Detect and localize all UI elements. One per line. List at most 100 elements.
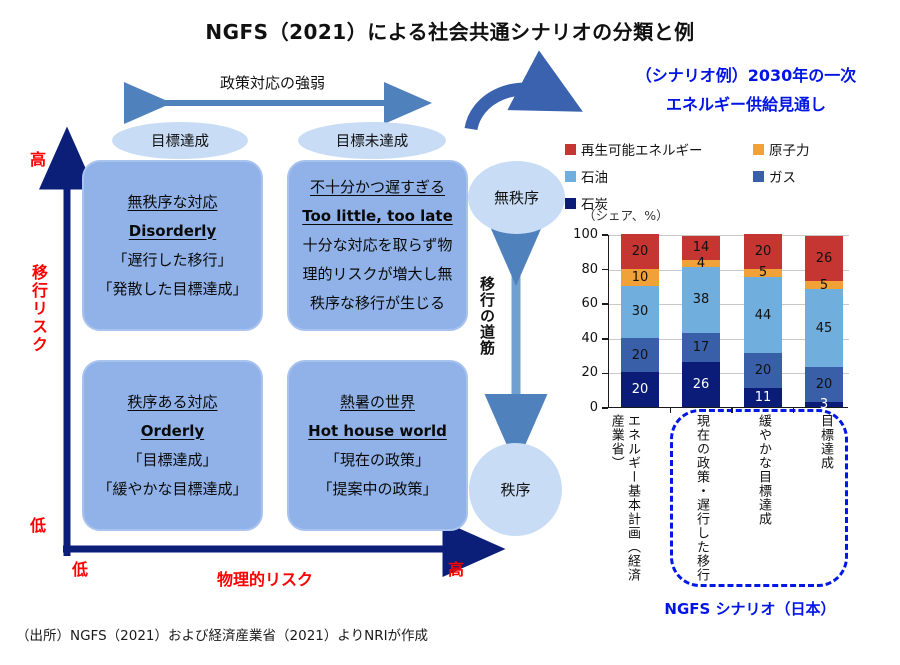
goal-achieved-ellipse: 目標達成	[112, 122, 248, 159]
chart-unit-label: （シェア、%）	[583, 208, 669, 223]
stacked-bar-plot: 20 20 30 10 20 26 17 38 4 14 11 20 44 5 20 3 20 45 5 26	[608, 234, 849, 411]
bar-segment: 44	[744, 277, 782, 354]
policy-axis-label: 政策対応の強弱	[219, 74, 325, 92]
bar-segment: 38	[682, 266, 720, 333]
quadrant-title-en: Too little, too late	[302, 207, 453, 225]
quadrant-line: 理的リスクが増大し無	[302, 265, 453, 283]
bar-segment-value: 20	[754, 363, 772, 379]
legend-label: 石炭	[581, 197, 608, 213]
quadrant-line: 「目標達成」	[127, 450, 218, 469]
quadrant-title-ja: 不十分かつ遅すぎる	[309, 178, 445, 196]
quadrant-line: 「発散した目標達成」	[97, 279, 248, 298]
transition-path-label: 移行の道筋	[478, 276, 496, 356]
scenario-chart-title-line1: （シナリオ例）2030年の一次	[635, 66, 857, 85]
bar-segment-value: 3	[819, 396, 829, 412]
bar-segment: 20	[744, 353, 782, 388]
scenario-chart-title-line2: エネルギー供給見通し	[665, 95, 826, 114]
bar-segment: 10	[621, 268, 659, 286]
bar-segment-value: 14	[692, 240, 710, 256]
y-tick-label: 20	[581, 365, 598, 381]
legend-label: 再生可能エネルギー	[581, 143, 703, 159]
quadrant-hot-house-world: 熱暑の世界 Hot house world 「現在の政策」 「提案中の政策」	[287, 360, 468, 531]
bar-segment-value: 30	[631, 304, 649, 320]
bar-segment-value: 10	[631, 269, 649, 285]
category-label: エネルギー基本計画（経済産業省）	[608, 414, 640, 582]
goal-not-achieved-ellipse: 目標未達成	[298, 122, 446, 159]
category-label: 現在の政策・遅行した移行	[694, 414, 709, 582]
bar-segment: 20	[744, 234, 782, 269]
bar-segment: 30	[621, 285, 659, 338]
gridline	[609, 269, 849, 271]
quadrant-title-en: Orderly	[140, 421, 205, 440]
y-tick-mark	[602, 268, 608, 271]
bar-segment: 17	[682, 332, 720, 363]
legend-item: 石炭	[565, 193, 753, 213]
bar-segment: 26	[682, 362, 720, 407]
y-tick-mark	[602, 338, 608, 340]
physical-risk-low-label: 低	[72, 560, 89, 579]
bar-segment-value: 20	[815, 377, 833, 393]
legend-label: 石油	[581, 170, 608, 186]
quadrant-line: 秩序な移行が生じる	[309, 294, 445, 312]
bar-segment-value: 20	[631, 347, 649, 363]
bar-segment: 26	[805, 235, 843, 281]
bar-segment-value: 4	[696, 255, 706, 271]
bar-segment-value: 5	[758, 265, 768, 281]
chart-legend: 再生可能エネルギー 原子力石油 ガス石炭	[565, 139, 845, 213]
quadrant-title-en: Hot house world	[308, 421, 447, 440]
legend-label: 原子力	[769, 143, 810, 159]
bar-segment: 20	[621, 372, 659, 407]
legend-item: ガス	[753, 166, 845, 186]
bar-segment: 45	[805, 289, 843, 368]
bar-segment: 3	[805, 398, 843, 411]
quadrant-orderly: 秩序ある対応 Orderly 「目標達成」 「緩やかな目標達成」	[82, 360, 263, 531]
bar-segment: 20	[621, 337, 659, 373]
bar-segment: 20	[621, 234, 659, 269]
source-note: （出所）NGFS（2021）および経済産業省（2021）よりNRIが作成	[16, 628, 429, 644]
quadrant-line: 「現在の政策」	[324, 450, 430, 469]
y-tick-mark	[602, 234, 608, 236]
bar-segment-value: 44	[754, 307, 772, 323]
gridline	[609, 338, 849, 340]
bar-segment-value: 11	[754, 389, 772, 405]
legend-swatch	[753, 170, 764, 182]
gridline	[609, 304, 849, 306]
quadrant-line: 「提案中の政策」	[317, 479, 438, 498]
bar-segment-value: 26	[692, 377, 710, 393]
bar-segment: 11	[744, 387, 782, 407]
y-tick-mark	[602, 372, 608, 375]
order-circle: 秩序	[469, 443, 562, 536]
legend-item: 再生可能エネルギー	[565, 139, 753, 159]
scenario-chart-title: （シナリオ例）2030年の一次 エネルギー供給見通し	[592, 68, 900, 126]
bar-segment: 14	[682, 235, 720, 260]
bar-segment-value: 20	[631, 382, 649, 398]
legend-swatch	[565, 170, 576, 182]
x-tick-mark	[669, 408, 672, 413]
quadrant-line: 「緩やかな目標達成」	[97, 479, 248, 498]
stacked-bar: 11 20 44 5 20	[744, 234, 782, 407]
bar-segment-value: 20	[754, 243, 772, 259]
bar-segment-value: 26	[815, 250, 833, 266]
y-tick-mark	[602, 407, 608, 409]
y-tick-label: 60	[581, 296, 598, 312]
bar-segment-value: 20	[631, 243, 649, 259]
y-tick-label: 40	[581, 330, 598, 346]
stacked-bar: 3 20 45 5 26	[805, 235, 843, 411]
bar-segment: 5	[805, 277, 843, 293]
ngfs-scenarios-label: NGFS シナリオ（日本）	[664, 600, 836, 618]
legend-swatch	[565, 143, 576, 155]
curved-connector-arrow	[464, 50, 583, 131]
bar-segment: 5	[744, 265, 782, 281]
physical-risk-axis-title: 物理的リスク	[216, 570, 313, 589]
category-label: 緩やかな目標達成	[756, 414, 771, 526]
transition-risk-low-label: 低	[30, 516, 47, 535]
y-tick-mark	[602, 303, 608, 305]
bar-segment-value: 38	[692, 292, 710, 308]
gridline	[609, 235, 849, 236]
quadrant-line: 「遅行した移行」	[112, 250, 233, 269]
page-title: NGFS（2021）による社会共通シナリオの分類と例	[205, 20, 695, 44]
bar-segment-value: 5	[819, 277, 829, 293]
disorder-circle: 無秩序	[468, 161, 565, 234]
legend-item: 石油	[565, 166, 753, 186]
